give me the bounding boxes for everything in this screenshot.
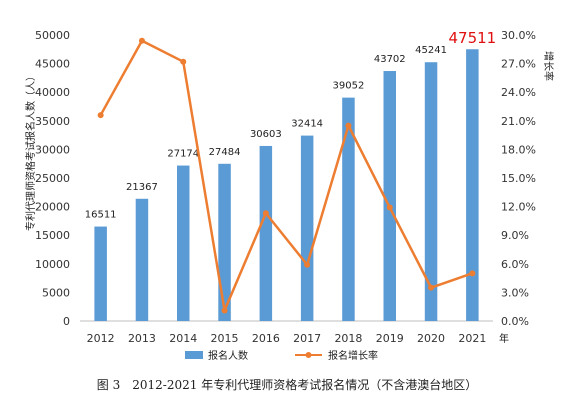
x-tick-label: 2016 xyxy=(252,332,280,345)
y2-tick-label: 27.0% xyxy=(501,58,536,71)
growth-rate-point xyxy=(386,204,393,211)
bar xyxy=(94,226,107,321)
bar xyxy=(383,71,396,321)
bar xyxy=(300,135,314,321)
y-tick-label: 40000 xyxy=(35,86,70,99)
y-tick-label: 35000 xyxy=(35,115,70,128)
legend-swatch-marker xyxy=(305,352,312,358)
y-tick-label: 0 xyxy=(63,315,70,328)
bar-value-label: 32414 xyxy=(291,119,323,130)
y2-tick-label: 12.0% xyxy=(501,201,536,214)
y-tick-label: 45000 xyxy=(35,58,70,71)
bar-value-label: 45241 xyxy=(415,45,447,56)
bar-value-label: 30603 xyxy=(250,129,282,140)
y-axis-title: 专利代理师资格考试报名人数（人） xyxy=(24,71,37,231)
y2-tick-label: 6.0% xyxy=(501,258,529,271)
growth-rate-point xyxy=(138,37,145,44)
y2-tick-label: 15.0% xyxy=(501,172,536,185)
bar-value-label-highlight: 47511 xyxy=(448,29,496,47)
x-tick-label: 2017 xyxy=(293,332,321,345)
growth-rate-point xyxy=(469,270,476,277)
line-series xyxy=(97,37,476,314)
x-tick-label: 2018 xyxy=(334,332,362,345)
y2-tick-label: 18.0% xyxy=(501,143,536,156)
y-tick-label: 30000 xyxy=(35,143,70,156)
bar xyxy=(218,163,231,321)
bar xyxy=(135,198,149,321)
legend-label-line: 报名增长率 xyxy=(328,349,378,362)
bar xyxy=(466,49,479,321)
growth-rate-point xyxy=(345,122,352,129)
bar xyxy=(259,145,273,321)
legend-swatch-bar xyxy=(185,351,203,359)
bar-value-label: 21367 xyxy=(126,182,158,193)
y2-tick-label: 9.0% xyxy=(501,229,529,242)
growth-rate-point xyxy=(221,307,228,314)
y2-tick-label: 30.0% xyxy=(501,29,536,42)
y-tick-label: 5000 xyxy=(42,286,70,299)
y-tick-label: 25000 xyxy=(35,172,70,185)
y2-tick-label: 3.0% xyxy=(501,286,529,299)
legend-label-bar: 报名人数 xyxy=(208,349,248,362)
figure-caption: 图 3 2012-2021 年专利代理师资格考试报名情况（不含港澳台地区） xyxy=(97,377,477,392)
legend: 报名人数 报名增长率 xyxy=(185,349,378,362)
x-tick-label: 2013 xyxy=(128,332,156,345)
x-tick-label: 2020 xyxy=(417,332,445,345)
growth-rate-point xyxy=(304,261,311,268)
x-axis-title: 年 xyxy=(499,332,509,345)
growth-rate-line xyxy=(99,39,473,312)
bar-value-label: 27174 xyxy=(167,149,199,160)
growth-rate-point xyxy=(180,58,187,65)
x-tick-label: 2019 xyxy=(376,332,404,345)
y2-tick-label: 21.0% xyxy=(501,115,536,128)
x-tick-label: 2021 xyxy=(458,332,486,345)
x-tick-label: 2012 xyxy=(87,332,115,345)
bar xyxy=(424,62,438,321)
y2-tick-label: 24.0% xyxy=(501,86,536,99)
y-tick-label: 10000 xyxy=(35,258,70,271)
y-tick-label: 20000 xyxy=(35,201,70,214)
x-tick-label: 2015 xyxy=(211,332,239,345)
y2-axis-title: 增长率 xyxy=(542,51,555,81)
bar-value-label: 43702 xyxy=(374,54,406,65)
y2-tick-label: 0.0% xyxy=(501,315,529,328)
y-tick-label: 50000 xyxy=(35,29,70,42)
growth-rate-point xyxy=(428,284,435,291)
bar-labels: 16511 21367 27174 27484 30603 32414 39052 43702… xyxy=(85,29,496,220)
x-tick-label: 2014 xyxy=(169,332,197,345)
bar xyxy=(342,97,355,321)
y-axis-ticks: 0 5000 10000 15000 20000 25000 30000 35000 40000… xyxy=(35,29,70,328)
bar-value-label: 27484 xyxy=(209,147,241,158)
bar-value-label: 16511 xyxy=(85,210,117,221)
bar-value-label: 39052 xyxy=(333,81,365,92)
bar xyxy=(177,165,190,321)
x-axis-ticks: 2012 2013 2014 2015 2016 2017 2018 2019 2020 2021 xyxy=(87,332,487,345)
growth-rate-point xyxy=(97,112,104,119)
growth-rate-point xyxy=(262,210,269,217)
y2-axis-ticks: 0.0% 3.0% 6.0% 9.0% 12.0% 15.0% 18.0% 21.0% 24.0… xyxy=(501,29,536,328)
y-tick-label: 15000 xyxy=(35,229,70,242)
bar-series xyxy=(94,49,479,321)
